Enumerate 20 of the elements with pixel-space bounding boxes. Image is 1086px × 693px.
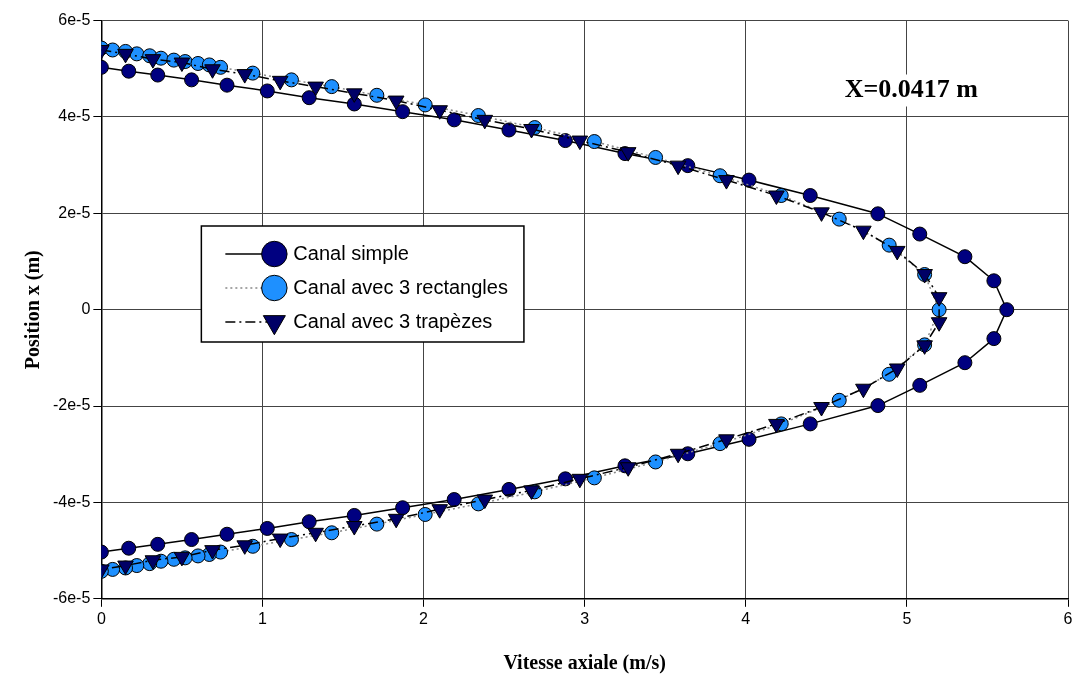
y-tick-label: 6e-5 <box>58 11 91 29</box>
legend-label: Canal avec 3 trapèzes <box>293 309 493 332</box>
x-tick-label: 0 <box>96 609 106 627</box>
y-tick-label: 0 <box>81 300 91 318</box>
x-tick-label: 5 <box>902 609 912 627</box>
y-tick-label: 4e-5 <box>58 107 91 125</box>
y-tick-label: -2e-5 <box>52 396 91 414</box>
y-tick-label: -6e-5 <box>52 589 91 607</box>
annotation: X=0.0417 m <box>844 74 979 104</box>
x-tick-label: 3 <box>580 609 590 627</box>
x-tick-label: 2 <box>419 609 429 627</box>
x-tick-label: 6 <box>1063 609 1073 627</box>
x-axis-title: Vitesse axiale (m/s) <box>503 651 666 675</box>
y-axis-title: Position x (m) <box>21 250 45 370</box>
x-tick-label: 4 <box>741 609 751 627</box>
legend-label: Canal simple <box>293 241 409 264</box>
y-tick-label: -4e-5 <box>52 492 91 510</box>
legend-label: Canal avec 3 rectangles <box>293 275 508 298</box>
x-tick-label: 1 <box>258 609 268 627</box>
y-tick-label: 2e-5 <box>58 203 91 221</box>
